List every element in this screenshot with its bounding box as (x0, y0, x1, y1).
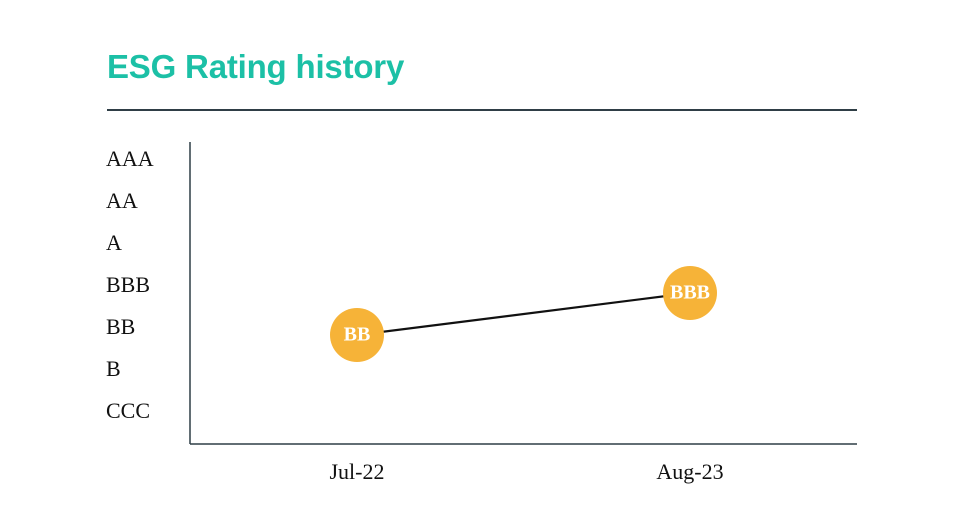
x-tick-label: Jul-22 (330, 459, 385, 484)
rating-point-marker (663, 266, 717, 320)
y-tick-label: CCC (106, 398, 150, 423)
rating-point-marker (330, 308, 384, 362)
rating-point-label: BB (344, 324, 371, 346)
y-tick-label: AA (106, 188, 138, 213)
rating-point-label: BBB (670, 282, 710, 304)
x-tick-labels: Jul-22 Aug-23 (330, 459, 724, 484)
y-tick-label: B (106, 356, 121, 381)
y-tick-label: AAA (106, 146, 154, 171)
chart-title: ESG Rating history (107, 48, 405, 85)
y-tick-label: BB (106, 314, 135, 339)
y-tick-label: BBB (106, 272, 150, 297)
series-line (356, 291, 691, 337)
y-tick-label: A (106, 230, 122, 255)
title-underline (107, 109, 857, 111)
x-tick-label: Aug-23 (656, 459, 723, 484)
